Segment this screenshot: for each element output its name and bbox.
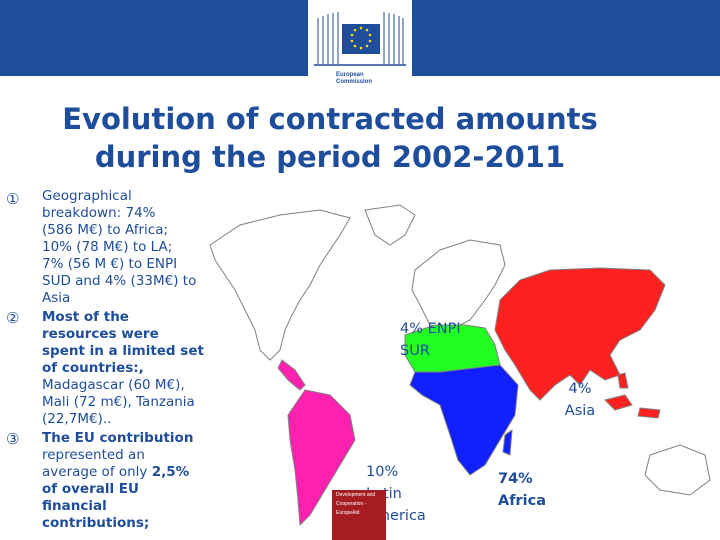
bullet-3-line: average of only: [42, 464, 148, 480]
bullet-2-line: (22,7M€)..: [42, 411, 112, 427]
bullet-1-line: SUD and 4% (33M€) to: [42, 273, 197, 289]
bullet-3-bold-line: of overall EU: [42, 481, 139, 497]
enpi-label-line: 4% ENPI: [400, 321, 461, 337]
title-line-1: Evolution of contracted amounts: [62, 102, 598, 136]
indonesia-shape-1: [604, 394, 633, 411]
enpi-label-line: SUR: [400, 343, 430, 359]
asia-region: [494, 267, 666, 401]
bullet-2-bold-line: resources were: [42, 326, 159, 342]
asia-label: 4% Asia: [560, 378, 600, 422]
bullet-3-bold-line: contributions;: [42, 515, 150, 531]
logo-wordmark: European Commission: [336, 72, 406, 86]
greenland-shape: [364, 204, 416, 246]
europe-shape: [411, 239, 506, 331]
eu-share-value: 2,5%: [151, 464, 190, 480]
africa-label: 74% Africa: [498, 468, 546, 512]
australia-shape: [644, 444, 711, 496]
europeaid-footer-logo: Development and Cooperation - EuropeAid: [332, 490, 386, 540]
bullet-1-line: 10% (78 M€) to LA;: [42, 239, 173, 255]
footer-line: Cooperation -: [336, 501, 367, 507]
philippines-shape: [617, 372, 629, 389]
bullet-1-line: Asia: [42, 290, 71, 306]
bullet-3-line: represented an: [42, 447, 145, 463]
latin-america-region: [287, 389, 356, 527]
bullet-1-line: Geographical: [42, 188, 132, 204]
north-america-shape: [209, 209, 351, 361]
central-america-region: [277, 359, 306, 391]
bullet-number-1: ①: [6, 190, 20, 208]
european-commission-logo: European Commission: [308, 0, 412, 98]
bullet-text-1: Geographical breakdown: 74% (586 M€) to …: [42, 188, 212, 307]
africa-region: [409, 364, 519, 476]
enpi-south-region: [404, 324, 501, 373]
indonesia-shape-2: [637, 407, 661, 419]
berlaymont-building-icon: [314, 12, 406, 66]
logo-line-2: Commission: [336, 79, 373, 85]
bullet-text-2: Most of the resources were spent in a li…: [42, 309, 212, 428]
asia-label-line: Asia: [564, 403, 596, 419]
bullet-1-line: 7% (56 M €) to ENPI: [42, 256, 178, 272]
africa-label-line: Africa: [498, 493, 547, 509]
bullet-3-value-line: average of only 2,5%: [42, 464, 212, 481]
bullet-3-bold-line: The EU contribution: [42, 430, 194, 446]
bullet-1-line: (586 M€) to Africa;: [42, 222, 169, 238]
logo-line-1: European: [336, 72, 364, 78]
bullet-2-bold-line: spent in a limited set: [42, 343, 204, 359]
la-label-line: 10%: [366, 464, 399, 480]
africa-label-line: 74%: [498, 471, 533, 487]
title-line-2: during the period 2002-2011: [94, 140, 566, 174]
footer-line: Development and: [336, 492, 376, 498]
bullet-2-line: Mali (72 m€), Tanzania: [42, 394, 195, 410]
bullet-number-2: ②: [6, 309, 20, 327]
bullet-2-bold-line: Most of the: [42, 309, 129, 325]
madagascar-shape: [502, 428, 513, 456]
bullet-2-bold-line: of countries:,: [42, 360, 144, 376]
asia-label-line: 4%: [568, 381, 592, 397]
bullet-text-3: The EU contribution represented an avera…: [42, 430, 212, 532]
bullet-3-bold-line: financial: [42, 498, 107, 514]
world-map: [209, 204, 711, 527]
bullet-number-3: ③: [6, 430, 20, 448]
bullet-1-line: breakdown: 74%: [42, 205, 156, 221]
footer-line: EuropeAid: [336, 510, 360, 516]
enpi-label: 4% ENPI SUR: [400, 318, 461, 362]
slide-title: Evolution of contracted amounts during t…: [30, 100, 630, 176]
bullet-2-line: Madagascar (60 M€),: [42, 377, 185, 393]
